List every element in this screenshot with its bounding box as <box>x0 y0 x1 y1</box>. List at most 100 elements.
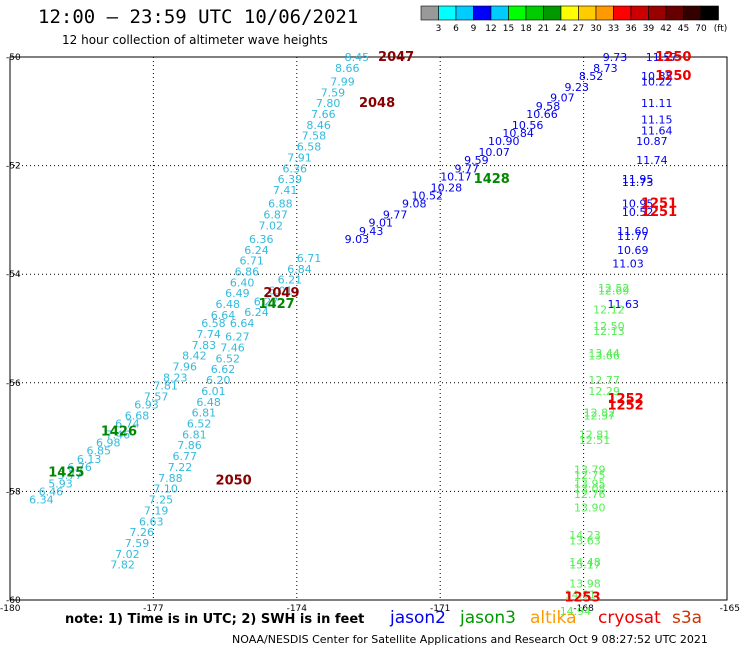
wave-height-value-jason3: 7.59 <box>321 86 346 99</box>
scale-label: 30 <box>590 24 602 34</box>
wave-height-points: 9.738.738.529.239.079.5810.6610.5610.841… <box>29 51 677 618</box>
wave-height-value-jason3: 6.98 <box>96 437 121 450</box>
wave-height-value-jason3: 7.81 <box>153 380 178 393</box>
scale-label: 70 <box>695 24 707 34</box>
wave-height-value-altika: 12.37 <box>584 409 616 422</box>
page-subtitle: 12 hour collection of altimeter wave hei… <box>62 33 328 47</box>
wave-height-value-jason2: 10.17 <box>440 170 472 183</box>
wave-height-value-jason3: 6.88 <box>268 198 293 211</box>
wave-height-value-jason3: 6.81 <box>192 407 217 420</box>
wave-height-value-jason3: 6.87 <box>263 208 288 221</box>
legend-jason3: jason3 <box>460 608 516 628</box>
wave-height-value-altika: 13.79 <box>574 464 606 477</box>
wave-height-value-altika: 13.08 <box>574 483 606 496</box>
x-tick-label: -168 <box>573 604 594 614</box>
orbit-number-label: 2049 <box>263 286 299 301</box>
wave-height-value-jason3: 8.42 <box>182 350 207 363</box>
y-tick-label: -60 <box>6 596 21 606</box>
wave-height-value-jason3: 6.93 <box>134 399 159 412</box>
orbit-number-label: 2047 <box>378 50 414 65</box>
wave-height-value-jason3: 6.27 <box>254 295 279 308</box>
wave-height-value-jason3: 7.83 <box>192 339 217 352</box>
wave-height-value-jason3: 8.66 <box>335 62 360 75</box>
wave-height-value-altika: 12.29 <box>588 385 620 398</box>
wave-height-value-jason3: 6.21 <box>278 274 303 287</box>
scale-swatch <box>700 5 719 21</box>
wave-height-value-jason3: 8.46 <box>306 119 331 132</box>
wave-height-value-jason2: 11.60 <box>617 225 649 238</box>
scale-label: 27 <box>573 24 584 34</box>
wave-height-value-jason2: 11.64 <box>641 124 673 137</box>
wave-height-value-jason3: 6.48 <box>196 396 221 409</box>
wave-height-value-jason2: 10.22 <box>641 75 673 88</box>
wave-height-value-jason3: 6.63 <box>139 515 164 528</box>
wave-height-value-jason3: 6.52 <box>216 352 241 365</box>
wave-height-value-jason2: 11.73 <box>622 176 654 189</box>
page-title: 12:00 – 23:59 UTC 10/06/2021 <box>38 6 359 28</box>
scale-label: 12 <box>485 24 496 34</box>
wave-height-value-jason3: 7.74 <box>196 328 221 341</box>
wave-height-value-jason3: 7.57 <box>144 390 169 403</box>
scale-swatch <box>560 5 579 21</box>
wave-height-value-altika: 13.95 <box>574 477 606 490</box>
wave-height-value-jason3: 6.85 <box>86 445 111 458</box>
wave-height-value-jason2: 9.77 <box>455 162 480 175</box>
wave-height-value-jason3: 7.59 <box>125 537 150 550</box>
scale-swatch <box>525 5 544 21</box>
wave-height-value-jason2: 11.03 <box>612 257 644 270</box>
wave-height-value-jason3: 7.80 <box>316 97 341 110</box>
wave-height-value-jason3: 6.01 <box>201 385 226 398</box>
scale-label: 36 <box>625 24 637 34</box>
scale-swatch <box>665 5 684 21</box>
wave-height-value-jason3: 6.64 <box>230 317 255 330</box>
orbit-number-label: 1253 <box>564 590 600 605</box>
grid-lines <box>10 57 727 600</box>
wave-height-value-jason2: 9.03 <box>345 233 370 246</box>
x-tick-label: -180 <box>0 604 21 614</box>
orbit-number-label: 1425 <box>48 465 84 480</box>
wave-height-value-jason2: 9.07 <box>550 92 575 105</box>
scale-label: 18 <box>520 24 532 34</box>
wave-height-value-altika: 14.94 <box>560 605 592 618</box>
wave-height-value-jason3: 6.01 <box>268 284 293 297</box>
wave-height-value-jason2: 10.84 <box>502 127 533 140</box>
legend-s3a: s3a <box>672 608 703 628</box>
scale-swatch <box>613 5 632 21</box>
y-tick-label: -56 <box>6 379 21 389</box>
wave-height-value-jason2: 11.77 <box>617 230 649 243</box>
orbit-number-label: 1252 <box>608 392 644 407</box>
wave-height-value-jason3: 8.45 <box>345 51 370 64</box>
wave-height-value-jason3: 6.39 <box>278 173 303 186</box>
wave-height-value-jason3: 6.86 <box>235 265 260 278</box>
y-tick-label: -50 <box>6 53 21 63</box>
wave-height-value-jason3: 7.86 <box>177 439 202 452</box>
wave-height-value-jason2: 10.90 <box>488 135 520 148</box>
x-tick-label: -171 <box>430 604 450 614</box>
wave-height-value-jason3: 6.71 <box>297 252 322 265</box>
wave-height-value-jason3: 6.77 <box>173 450 198 463</box>
legend-altika: altika <box>530 608 577 628</box>
wave-height-value-altika: 13.90 <box>574 502 606 515</box>
orbit-number-label: 1252 <box>608 399 644 414</box>
wave-height-value-jason3: 6.24 <box>244 306 269 319</box>
wave-height-value-jason2: 10.87 <box>636 135 668 148</box>
legend-jason2: jason2 <box>390 608 446 628</box>
wave-height-value-jason3: 6.20 <box>206 374 231 387</box>
scale-swatch <box>595 5 614 21</box>
wave-height-value-jason3: 6.27 <box>225 331 250 344</box>
wave-height-value-altika: 12.77 <box>588 374 620 387</box>
scale-label: 15 <box>503 24 514 34</box>
wave-height-value-jason3: 6.84 <box>287 263 312 276</box>
wave-height-value-altika: 14.81 <box>564 589 596 602</box>
wave-height-value-jason3: 6.36 <box>249 233 274 246</box>
scale-label: 21 <box>538 24 549 34</box>
wave-height-value-altika: 12.50 <box>593 320 625 333</box>
orbit-number-label: 1251 <box>641 205 677 220</box>
wave-height-value-jason3: 6.52 <box>187 418 212 431</box>
wave-height-value-altika: 12.13 <box>593 325 625 338</box>
scale-swatch <box>455 5 474 21</box>
credit-line: NOAA/NESDIS Center for Satellite Applica… <box>232 633 708 646</box>
wave-height-value-jason2: 9.43 <box>359 225 384 238</box>
wave-height-value-jason3: 7.46 <box>220 342 245 355</box>
